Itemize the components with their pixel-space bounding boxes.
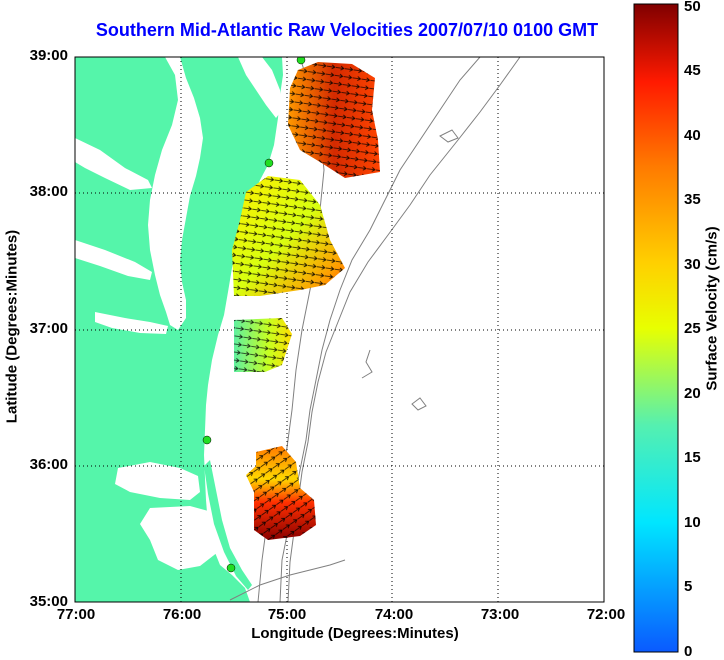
bay-water — [75, 240, 152, 280]
y-tick-label: 35:00 — [29, 593, 68, 610]
y-tick-label: 36:00 — [29, 456, 68, 473]
colorbar-tick-label: 45 — [684, 62, 701, 79]
outer-banks — [204, 460, 252, 590]
colorbar-tick-label: 5 — [684, 578, 693, 595]
x-tick-label: 76:00 — [162, 606, 202, 623]
y-tick-label: 39:00 — [29, 47, 68, 64]
station-marker — [226, 563, 236, 573]
x-tick-label: 77:00 — [56, 606, 96, 623]
velocity-field-south-2-arrows — [246, 446, 316, 540]
velocity-field-north-arrows — [288, 62, 380, 178]
colorbar-tick-label: 10 — [684, 514, 701, 531]
y-tick-label: 38:00 — [29, 183, 68, 200]
velocity-field-south-1-arrows — [234, 318, 292, 372]
plot-border — [74, 56, 605, 603]
y-tick-label: 37:00 — [29, 320, 68, 337]
x-tick-label: 74:00 — [374, 606, 414, 623]
bay-water — [95, 312, 168, 334]
colorbar-tick-label: 25 — [684, 320, 701, 337]
bay-water — [75, 138, 152, 190]
colorbar-tick-label: 40 — [684, 127, 701, 144]
velocity-field-central-arrows — [232, 176, 345, 296]
colorbar-tick-label: 30 — [684, 256, 701, 273]
colorbar-tick-label: 20 — [684, 385, 701, 402]
colorbar — [633, 3, 679, 653]
x-tick-label: 75:00 — [267, 606, 307, 623]
x-tick-label: 72:00 — [586, 606, 626, 623]
station-markers — [202, 57, 306, 573]
x-axis-label: Longitude (Degrees:Minutes) — [251, 625, 459, 642]
station-marker — [264, 158, 274, 168]
colorbar-tick-label: 35 — [684, 191, 701, 208]
colorbar-tick-label: 15 — [684, 449, 701, 466]
station-marker — [202, 435, 212, 445]
colorbar-tick-label: 50 — [684, 0, 701, 15]
x-tick-label: 73:00 — [480, 606, 520, 623]
sound-water — [115, 462, 200, 500]
map-title: Southern Mid-Atlantic Raw Velocities 200… — [95, 20, 599, 40]
colorbar-tick-label: 0 — [684, 643, 693, 660]
bay-water — [238, 57, 282, 118]
station-marker — [296, 57, 306, 65]
